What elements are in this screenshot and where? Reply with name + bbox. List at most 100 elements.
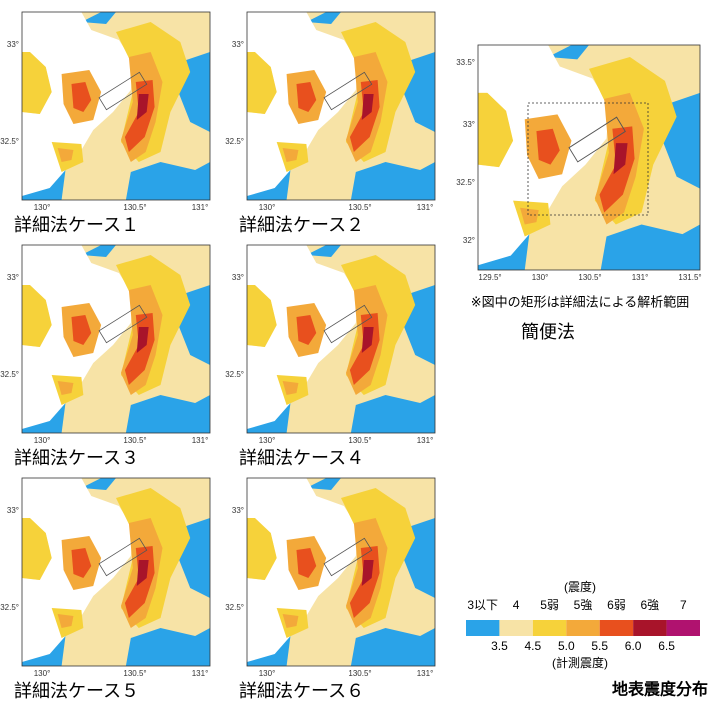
intensity-area [57,381,74,395]
map-frame [477,44,701,271]
lon-label: 130.5° [123,436,146,445]
lon-label: 131° [417,436,434,445]
lon-label: 130° [259,669,276,678]
intensity-area [81,245,116,257]
legend-swatch [633,620,667,636]
lat-label: 32° [463,236,475,245]
map-frame [246,477,436,667]
lon-label: 130° [259,203,276,212]
fault-rectangle [98,71,148,111]
intensity-area [306,12,341,24]
lat-label: 32.5° [456,178,475,187]
intensity-area [247,518,277,580]
panel-caption: 詳細法ケース１ [14,215,139,235]
legend-class: 3以下 [467,598,498,612]
lon-label: 130° [532,273,549,282]
intensity-area [350,628,435,666]
map-frame [21,11,211,201]
intensity-area [22,52,52,114]
map-panel: 33° 32.5° 130° 130.5° 131° 詳細法ケース５ [0,477,211,701]
map-body [247,245,435,433]
legend-swatch [466,620,500,636]
legend-class: 4 [513,598,520,612]
lon-label: 130° [259,436,276,445]
overview-title: 簡便法 [521,322,575,342]
lat-label: 32.5° [0,603,19,612]
intensity-area [57,148,74,162]
intensity-area [478,92,514,168]
lon-label: 130.5° [348,203,371,212]
legend-class: 5弱 [540,598,559,612]
map-body [247,478,435,666]
fault-rectangle [568,116,626,163]
intensity-area [361,327,374,353]
intensity-area [282,381,299,395]
lat-label: 33.5° [456,58,475,67]
lat-label: 33° [7,506,19,515]
lon-label: 130° [34,436,51,445]
intensity-area [125,395,210,433]
fault-rectangle [323,304,373,344]
lon-label: 131.5° [678,273,701,282]
legend-class: 6弱 [607,598,626,612]
intensity-area [57,614,74,628]
intensity-area [548,45,589,60]
lat-label: 32.5° [0,137,19,146]
map-panel: 33° 32.5° 130° 130.5° 131° 詳細法ケース２ [225,11,436,235]
legend-swatch [532,620,567,636]
intensity-area [296,82,317,112]
intensity-area [136,560,149,586]
legend-boundary: 6.5 [658,639,675,653]
intensity-area [306,245,341,257]
map-panel: 33° 32.5° 130° 130.5° 131° 詳細法ケース６ [225,477,436,701]
map-body [22,12,210,200]
analysis-range [527,102,649,216]
lat-label: 32.5° [225,370,244,379]
fault-rectangle [98,537,148,577]
intensity-area [81,478,116,490]
legend-class: 7 [680,598,687,612]
lat-label: 33° [232,40,244,49]
lon-label: 130.5° [348,669,371,678]
lon-label: 131° [192,203,209,212]
map-body [478,45,700,270]
intensity-area [71,548,92,578]
intensity-area [247,285,277,347]
map-panel: 33° 32.5° 130° 130.5° 131° 詳細法ケース３ [0,244,211,468]
legend-class: 5強 [574,598,593,612]
intensity-area [282,614,299,628]
legend-swatch [566,620,600,636]
intensity-area [282,148,299,162]
lon-label: 130° [34,203,51,212]
fault-rectangle [323,71,373,111]
intensity-area [613,143,628,175]
panel-caption: 詳細法ケース３ [14,448,139,468]
intensity-area [520,207,539,225]
fault-rectangle [323,537,373,577]
legend-swatch [499,620,533,636]
lon-label: 130.5° [578,273,601,282]
lon-label: 130.5° [123,669,146,678]
lat-label: 33° [232,273,244,282]
lon-label: 131° [192,436,209,445]
map-body [22,245,210,433]
legend-swatch [666,620,700,636]
intensity-area [296,548,317,578]
intensity-area [536,128,560,165]
map-frame [21,477,211,667]
legend-boundary: 5.5 [591,639,608,653]
intensity-area [136,94,149,120]
intensity-area [306,478,341,490]
legend-caption-top: (震度) [564,579,596,594]
intensity-area [296,315,317,345]
intensity-area [361,94,374,120]
lat-label: 32.5° [225,603,244,612]
legend-boundary: 6.0 [625,639,642,653]
lon-label: 130.5° [348,436,371,445]
legend-boundary: 3.5 [491,639,508,653]
intensity-area [350,395,435,433]
lon-label: 130° [34,669,51,678]
lat-label: 33° [7,273,19,282]
legend-class: 6強 [641,598,660,612]
panel-caption: 詳細法ケース６ [239,681,364,701]
